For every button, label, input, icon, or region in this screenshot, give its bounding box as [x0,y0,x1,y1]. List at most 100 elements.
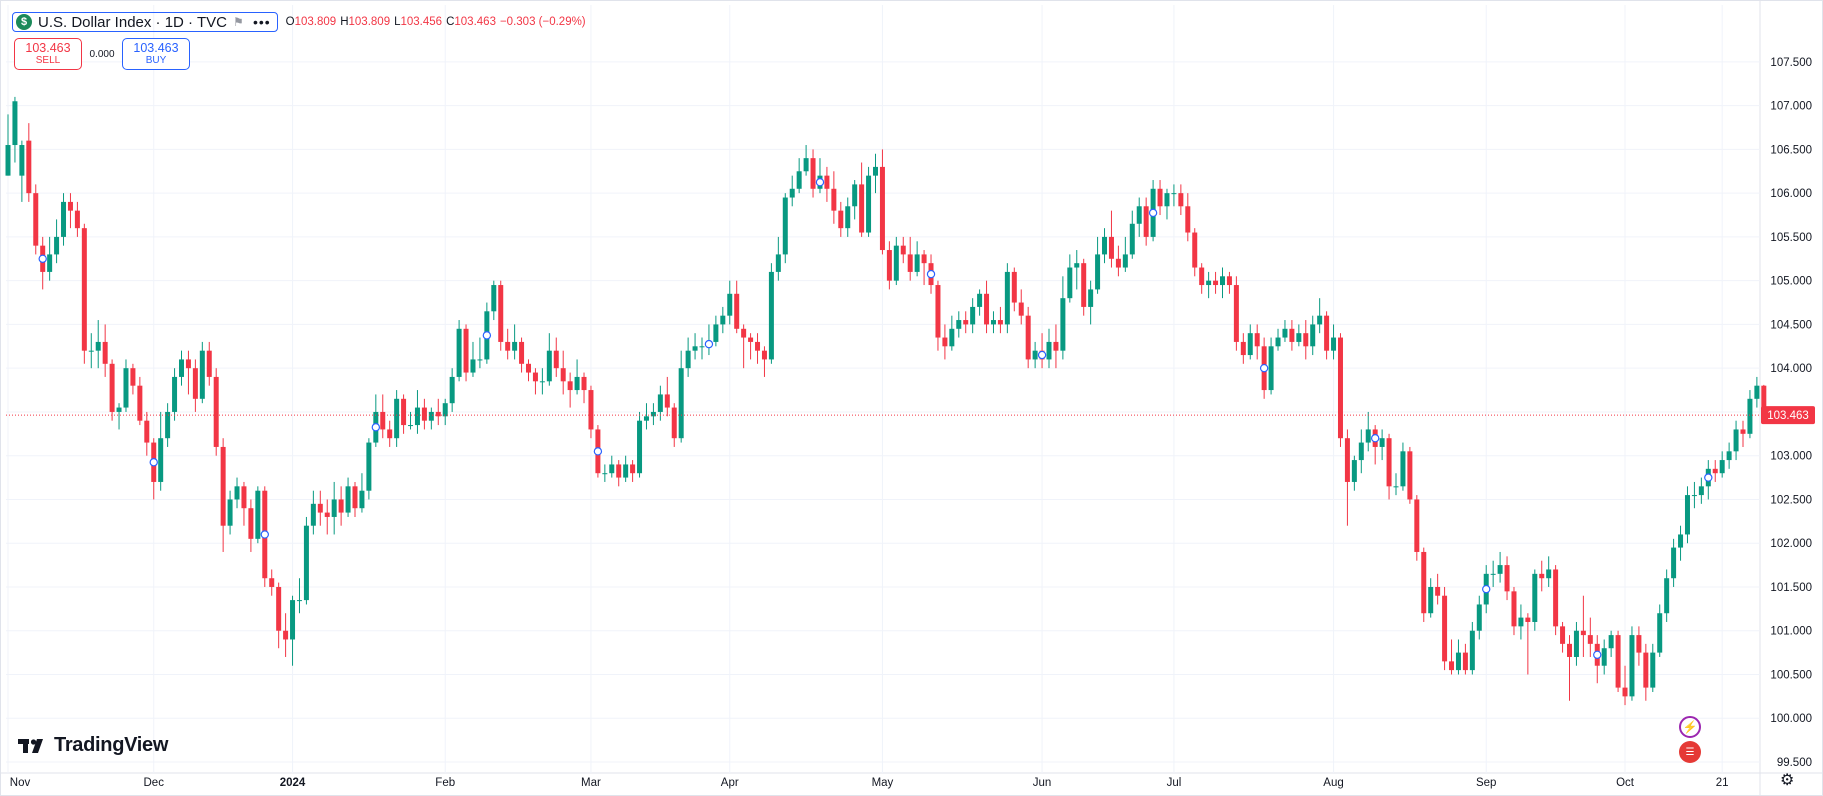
candle-down [498,280,504,351]
candle-down [1192,228,1198,277]
candle-body [67,201,73,211]
candle-body [984,293,990,325]
candle-body [713,324,719,342]
candle-up [1136,197,1142,237]
candle-up [158,411,164,491]
candle-body [227,499,233,526]
candle-body [1622,687,1628,697]
sell-button[interactable]: 103.463 SELL [14,38,82,70]
candle-body [1275,337,1281,347]
candle-up [1428,578,1434,618]
candle-up [199,341,205,404]
candle-down [324,499,330,535]
candle-up [1220,267,1225,299]
candle-down [997,306,1003,334]
candle-down [567,372,573,408]
candle-body [283,630,289,640]
candle-down [213,368,219,456]
time-axis: Nov Dec 2024 Feb Mar Apr May Jun Jul Aug Sep Oct 21 [10,777,1729,789]
candle-up [1310,315,1316,356]
candle-body [1122,254,1128,268]
price-tick-label: 101.000 [1770,626,1812,638]
candle-down [1462,643,1468,675]
candle-up [1317,298,1323,334]
candle-up [227,490,233,535]
price-tick-label: 102.000 [1770,538,1812,550]
candle-body [435,411,441,417]
event-marker [1593,650,1602,659]
candle-up [789,175,795,207]
candle-body [290,600,296,640]
candle-body [831,188,837,211]
candle-body [935,285,941,338]
candle-body [796,171,802,189]
candle-up [1719,451,1725,478]
candle-body [956,320,962,329]
symbol-legend: $ U.S. Dollar Index · 1D · TVC ⚑ ••• O10… [12,10,586,34]
candle-body [824,175,830,189]
candle-body [1684,495,1690,535]
time-tick-label: Jul [1167,777,1182,789]
candle-up [345,477,351,517]
candle-body [1671,547,1677,579]
candle-up [123,359,129,412]
close-value: 103.463 [454,16,496,28]
candle-up [949,315,955,351]
candle-body [102,341,108,364]
candle-body [1608,635,1614,649]
candle-body [574,376,580,391]
candle-up [956,311,962,338]
candle-body [526,363,531,373]
candle-body [761,350,767,360]
candle-up [546,333,552,386]
candle-body [1129,223,1135,255]
candle-body [1365,429,1371,443]
candle-up [116,403,122,430]
candle-body [47,254,53,272]
candle-down [276,582,282,649]
candle-body [109,363,115,412]
candle-body [1629,635,1635,697]
candle-body [1733,429,1739,452]
us-flag-icon[interactable]: ☰ [1679,741,1701,763]
candle-body [532,372,538,382]
candle-body [123,368,129,408]
candle-up [1102,228,1108,264]
candle-up [873,153,878,194]
candle-up [303,516,309,605]
candle-body [1726,451,1732,461]
tradingview-logo[interactable]: TradingView [18,734,168,757]
candlestick-series [5,96,1767,706]
price-tick-label: 106.000 [1770,188,1812,200]
candle-down [387,420,393,447]
candle-down [588,385,594,439]
flag-icon[interactable]: ⚑ [232,15,244,29]
candle-down [1587,617,1593,657]
candle-down [734,280,740,334]
candle-up [990,311,996,334]
candle-up [1074,250,1080,290]
candle-body [720,315,726,325]
candle-up [512,324,518,360]
candle-down [1442,586,1448,671]
candle-down [1539,560,1545,592]
symbol-selector[interactable]: $ U.S. Dollar Index · 1D · TVC ⚑ ••• [12,12,278,32]
candle-body [1178,193,1184,207]
candle-up [359,473,365,513]
buy-button[interactable]: 103.463 BUY [122,38,190,70]
candle-body [546,350,552,382]
candle-body [664,394,670,408]
candle-body [296,600,302,602]
candle-up [1698,477,1704,504]
candle-body [172,376,178,412]
more-icon[interactable]: ••• [252,14,271,30]
lightning-icon[interactable]: ⚡ [1679,716,1701,738]
last-price-badge [1761,406,1815,425]
candle-body [560,368,566,382]
candle-body [1546,569,1552,579]
candle-up [1247,324,1253,360]
settings-icon[interactable]: ⚙ [1780,772,1795,789]
candle-up [574,359,580,395]
